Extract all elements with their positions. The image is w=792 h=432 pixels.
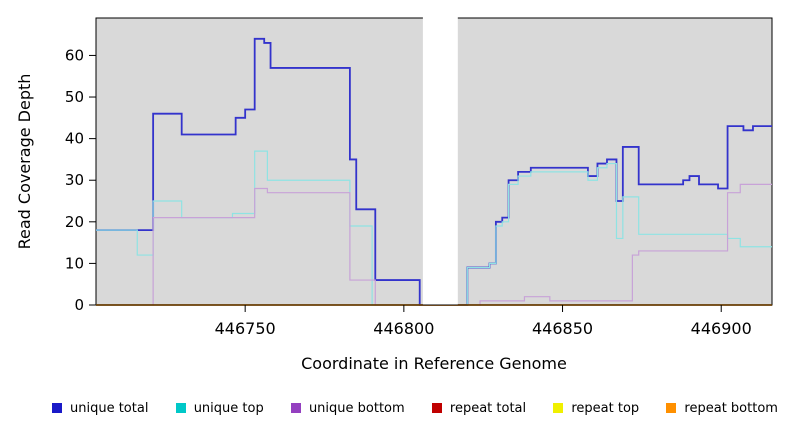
- legend-swatch-repeat-bottom: [666, 403, 677, 413]
- legend-label: repeat bottom: [684, 400, 778, 416]
- legend-label: repeat total: [449, 400, 527, 416]
- legend-item-repeat-bottom: repeat bottom: [666, 401, 778, 416]
- legend-swatch-unique-total: [52, 403, 62, 413]
- x-tick-label: 446900: [691, 319, 752, 338]
- y-tick-label: 0: [74, 296, 84, 314]
- legend-item-repeat-total: repeat total: [431, 400, 527, 416]
- y-tick-label: 60: [65, 46, 84, 64]
- y-axis-title: Read Coverage Depth: [15, 74, 34, 250]
- chart-legend: unique total unique top unique bottom repea…: [0, 390, 792, 426]
- y-tick-label: 50: [65, 88, 84, 106]
- x-tick-label: 446750: [215, 319, 276, 338]
- legend-item-repeat-top: repeat top: [553, 401, 639, 416]
- legend-label: unique top: [193, 400, 264, 416]
- legend-item-unique-total: unique total: [52, 401, 148, 416]
- y-tick-label: 10: [65, 254, 84, 272]
- coverage-gap-band: [422, 8, 458, 305]
- y-tick-label: 40: [65, 130, 84, 148]
- x-tick-label: 446850: [532, 319, 593, 338]
- legend-item-unique-top: unique top: [175, 400, 264, 416]
- legend-item-unique-bottom: unique bottom: [290, 400, 405, 416]
- legend-swatch-repeat-top: [553, 403, 564, 413]
- legend-label: unique total: [70, 400, 149, 416]
- legend-label: repeat top: [571, 400, 640, 416]
- legend-swatch-repeat-total: [431, 403, 442, 413]
- legend-swatch-unique-bottom: [290, 403, 301, 413]
- series-unique-top: [96, 150, 772, 306]
- x-axis-title: Coordinate in Reference Genome: [301, 354, 567, 373]
- y-tick-label: 30: [65, 171, 84, 189]
- y-tick-label: 20: [65, 213, 84, 231]
- x-tick-label: 446800: [373, 319, 434, 338]
- legend-label: unique bottom: [308, 400, 405, 416]
- legend-swatch-unique-top: [175, 403, 186, 413]
- series-unique-bottom: [96, 183, 772, 306]
- chart-canvas: 0 10 20 30 40 50 60 446750 446800 446850 446900 Coo…: [15, 8, 773, 373]
